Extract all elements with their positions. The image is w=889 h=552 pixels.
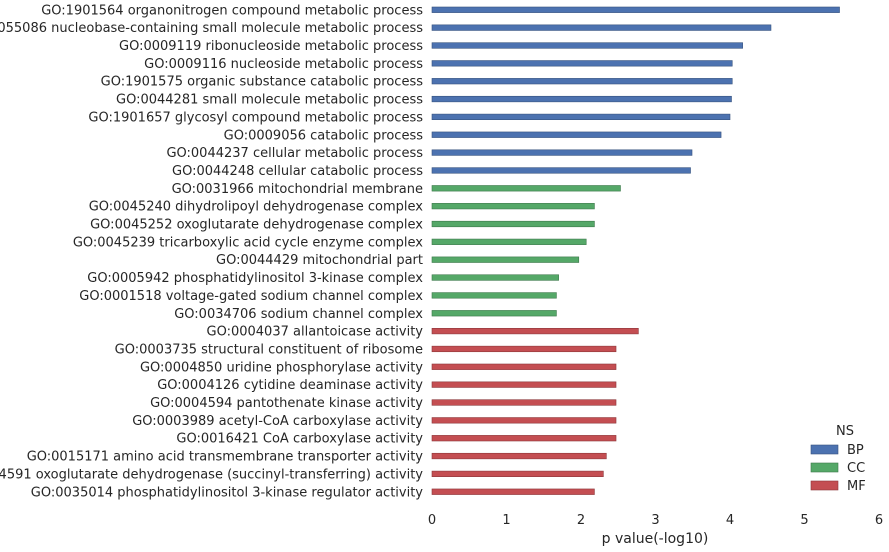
category-label: GO:0015171 amino acid transmembrane tran…	[27, 450, 424, 465]
category-label: GO:0044281 small molecule metabolic proc…	[116, 93, 423, 108]
category-label: GO:0034706 sodium channel complex	[174, 307, 423, 322]
x-axis-ticks-group: 0 1 2 3 4 5 6	[428, 513, 883, 528]
category-label: GO:0031966 mitochondrial membrane	[172, 182, 423, 197]
x-tick-label: 4	[726, 513, 734, 528]
category-label: GO:0001518 voltage-gated sodium channel …	[79, 289, 423, 304]
category-label: GO:0004126 cytidine deaminase activity	[157, 378, 423, 393]
bar-cc-15	[431, 274, 559, 281]
bar-cc-13	[431, 238, 587, 245]
bar-cc-11	[431, 203, 595, 210]
category-label: GO:0016421 CoA carboxylase activity	[176, 432, 423, 447]
x-tick-label: 0	[428, 513, 436, 528]
bar-mf-23	[431, 417, 617, 424]
category-label: GO:0004594 pantothenate kinase activity	[150, 396, 423, 411]
bar-cc-10	[431, 185, 621, 192]
bars-group	[431, 6, 840, 495]
bar-bp-4	[431, 78, 733, 85]
bar-mf-24	[431, 435, 617, 442]
bar-mf-26	[431, 470, 604, 478]
bar-mf-20	[431, 363, 617, 370]
bar-mf-19	[431, 345, 617, 353]
bar-bp-6	[431, 113, 731, 120]
bar-mf-21	[431, 381, 617, 388]
x-tick-label: 5	[800, 513, 808, 528]
bar-mf-25	[431, 452, 607, 460]
bar-mf-27	[431, 488, 595, 495]
category-label: GO:0004850 uridine phosphorylase activit…	[140, 360, 423, 375]
x-axis-title: p value(-log10)	[602, 531, 709, 547]
legend-label-cc: CC	[847, 461, 865, 476]
bar-bp-5	[431, 95, 732, 103]
bar-bp-1	[431, 24, 772, 31]
bar-bp-2	[431, 42, 743, 49]
category-label: GO:0009056 catabolic process	[224, 128, 424, 143]
legend-label-mf: MF	[847, 479, 866, 494]
x-tick-label: 3	[651, 513, 659, 528]
legend-swatch-cc	[810, 462, 839, 473]
category-label: GO:0045252 oxoglutarate dehydrogenase co…	[90, 218, 423, 233]
category-label: GO:1901564 organonitrogen compound metab…	[41, 3, 423, 18]
category-label: GO:1901575 organic substance catabolic p…	[101, 75, 424, 90]
legend-swatch-bp	[810, 444, 839, 455]
category-label: GO:0004037 allantoicase activity	[207, 325, 424, 340]
bar-cc-14	[431, 256, 580, 263]
category-label: GO:0035014 phosphatidylinositol 3-kinase…	[31, 485, 424, 500]
x-tick-label: 1	[502, 513, 510, 528]
bar-cc-17	[431, 310, 557, 317]
category-label: GO:0055086 nucleobase-containing small m…	[0, 21, 423, 36]
category-label: GO:0044237 cellular metabolic process	[166, 146, 423, 161]
bar-cc-16	[431, 292, 557, 299]
bar-bp-9	[431, 167, 691, 174]
bar-bp-7	[431, 131, 722, 138]
category-label: GO:0045240 dihydrolipoyl dehydrogenase c…	[89, 200, 424, 215]
category-labels-group: GO:1901564 organonitrogen compound metab…	[0, 3, 423, 500]
x-tick-label: 6	[875, 513, 883, 528]
category-label: GO:0003735 structural constituent of rib…	[115, 342, 423, 357]
x-tick-label: 2	[577, 513, 585, 528]
bar-bp-3	[431, 60, 733, 67]
category-label: GO:0045239 tricarboxylic acid cycle enzy…	[73, 235, 423, 250]
category-label: GO:0005942 phosphatidylinositol 3-kinase…	[87, 271, 423, 286]
bar-bp-8	[431, 149, 693, 156]
category-label: GO:0044248 cellular catabolic process	[172, 164, 423, 179]
legend-label-bp: BP	[847, 443, 864, 458]
bar-bp-0	[431, 6, 840, 13]
category-label: GO:0004591 oxoglutarate dehydrogenase (s…	[0, 467, 423, 482]
legend-swatch-mf	[810, 480, 839, 491]
category-label: GO:0009116 nucleoside metabolic process	[144, 57, 423, 72]
bar-mf-22	[431, 399, 617, 406]
legend: NS BP CC MF	[810, 424, 866, 494]
legend-title: NS	[836, 424, 854, 439]
category-label: GO:1901657 glycosyl compound metabolic p…	[88, 110, 423, 125]
bar-mf-18	[431, 327, 639, 335]
category-label: GO:0009119 ribonucleoside metabolic proc…	[119, 39, 423, 54]
category-label: GO:0044429 mitochondrial part	[216, 253, 423, 268]
category-label: GO:0003989 acetyl-CoA carboxylase activi…	[132, 414, 423, 429]
bar-cc-12	[431, 220, 595, 228]
